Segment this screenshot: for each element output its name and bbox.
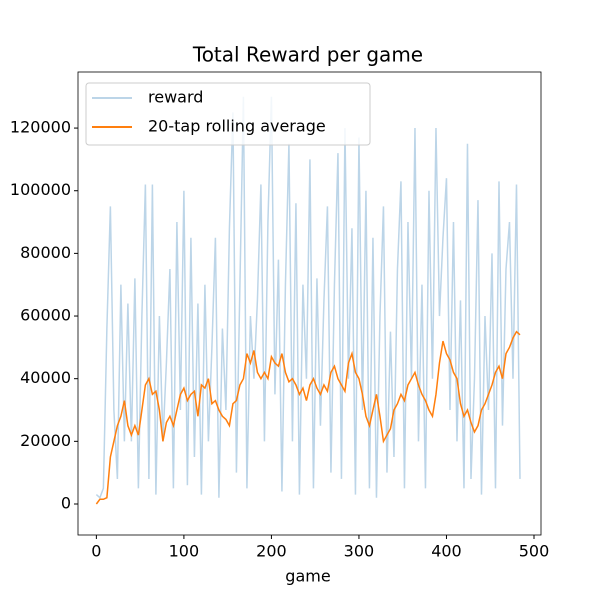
plot-frame: [77, 71, 542, 536]
legend-box: [85, 82, 371, 146]
chart-title: Total Reward per game: [192, 43, 423, 67]
series-line: [95, 96, 521, 500]
x-tick-label: 200: [256, 542, 287, 561]
y-tick-label: 80000: [20, 243, 71, 262]
series-line: [95, 330, 521, 505]
y-tick-label: 0: [61, 493, 71, 512]
x-tick-label: 400: [431, 542, 462, 561]
y-tick-label: 100000: [10, 180, 71, 199]
legend-label: 20-tap rolling average: [148, 117, 326, 136]
y-tick-label: 40000: [20, 368, 71, 387]
x-tick-label: 0: [91, 542, 101, 561]
x-tick-label: 500: [519, 542, 550, 561]
y-tick-label: 60000: [20, 306, 71, 325]
y-tick-label: 120000: [10, 118, 71, 137]
x-tick-label: 300: [344, 542, 375, 561]
x-axis-label: game: [285, 567, 330, 586]
legend-label: reward: [148, 88, 203, 107]
y-tick-label: 20000: [20, 431, 71, 450]
x-tick-label: 100: [169, 542, 200, 561]
